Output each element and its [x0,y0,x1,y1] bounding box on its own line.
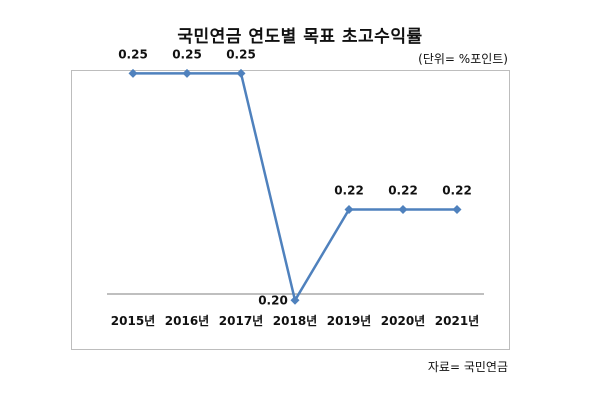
data-point-marker [290,295,300,305]
data-label: 0.25 [226,47,256,61]
value-labels-group: 0.25 0.25 0.25 0.20 0.22 0.22 0.22 [118,47,472,307]
data-label: 0.25 [118,47,148,61]
chart-frame [71,70,510,350]
data-point-marker [398,205,408,215]
x-tick-labels-group: 2015년 2016년 2017년 2018년 2019년 2020년 2021년 [111,314,479,328]
source-note: 자료= 국민연금 [427,360,508,374]
x-tick-label: 2016년 [165,314,209,328]
x-tick-label: 2017년 [219,314,263,328]
x-tick-label: 2021년 [435,314,479,328]
chart-title: 국민연금 연도별 목표 초고수익률 [177,27,423,47]
unit-note: (단위= %포인트) [418,52,508,66]
x-tick-label: 2019년 [327,314,371,328]
data-label: 0.25 [172,47,202,61]
data-point-marker [236,68,246,78]
data-label: 0.22 [334,184,364,198]
data-label: 0.20 [258,293,288,307]
data-point-marker [182,68,192,78]
x-tick-label: 2015년 [111,314,155,328]
data-point-marker [452,205,462,215]
data-label: 0.22 [388,184,418,198]
data-point-marker [344,205,354,215]
x-tick-label: 2020년 [381,314,425,328]
markers-group [128,68,462,305]
x-tick-label: 2018년 [273,314,317,328]
data-point-marker [128,68,138,78]
data-label: 0.22 [442,184,472,198]
